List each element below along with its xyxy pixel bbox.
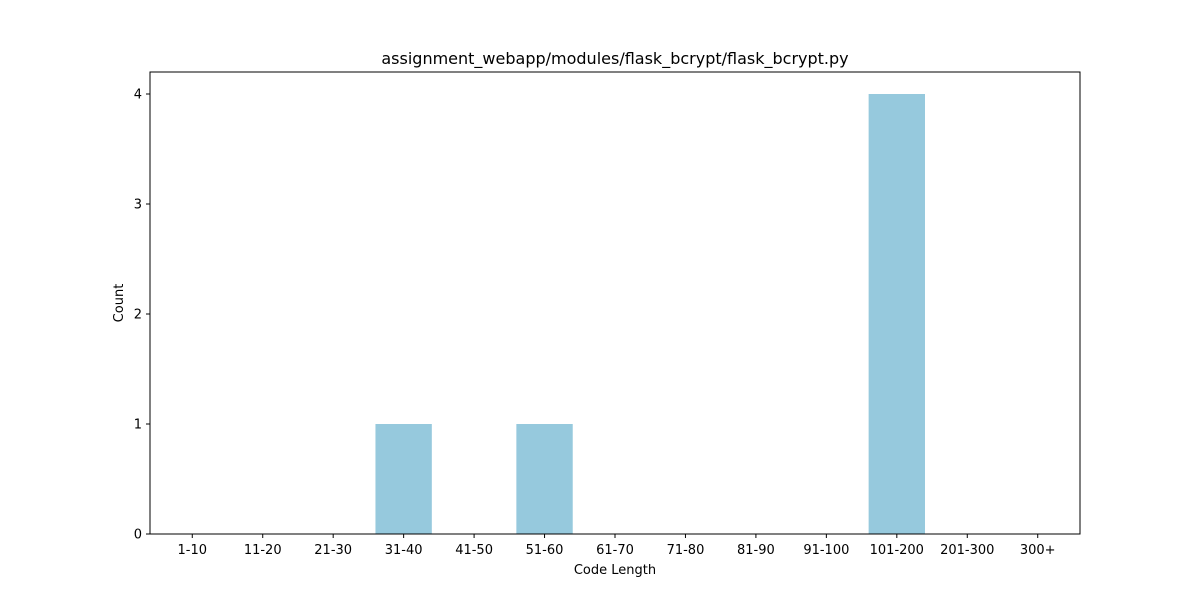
x-tick-label: 81-90 <box>737 543 775 558</box>
bars-group <box>375 94 925 534</box>
x-axis-label: Code Length <box>574 563 656 578</box>
bar-101-200 <box>868 94 925 534</box>
x-tick-label: 61-70 <box>596 543 634 558</box>
x-tick-label: 51-60 <box>526 543 564 558</box>
x-tick-label: 71-80 <box>667 543 705 558</box>
x-tick-label: 11-20 <box>244 543 282 558</box>
x-tick-label: 300+ <box>1020 543 1056 558</box>
x-tick-label: 201-300 <box>940 543 994 558</box>
x-tick-label: 101-200 <box>870 543 924 558</box>
x-tick-label: 91-100 <box>803 543 849 558</box>
bar-51-60 <box>516 424 573 534</box>
plot-area <box>149 71 1081 535</box>
x-tick-label: 1-10 <box>178 543 208 558</box>
y-tick-label: 4 <box>134 88 142 103</box>
y-tick-label: 2 <box>134 308 142 323</box>
chart-title: assignment_webapp/modules/flask_bcrypt/f… <box>381 49 848 69</box>
y-tick-label: 0 <box>134 528 142 543</box>
y-tick-label: 1 <box>134 418 142 433</box>
x-tick-label: 21-30 <box>314 543 352 558</box>
bar-31-40 <box>375 424 432 534</box>
x-tick-label: 31-40 <box>385 543 423 558</box>
y-axis: 0 1 2 3 4 <box>134 88 150 543</box>
x-axis: 1-10 11-20 21-30 31-40 41-50 51-60 61-70 71-80 8… <box>178 534 1056 558</box>
y-axis-label: Count <box>112 284 127 323</box>
x-tick-label: 41-50 <box>455 543 493 558</box>
y-tick-label: 3 <box>134 198 142 213</box>
